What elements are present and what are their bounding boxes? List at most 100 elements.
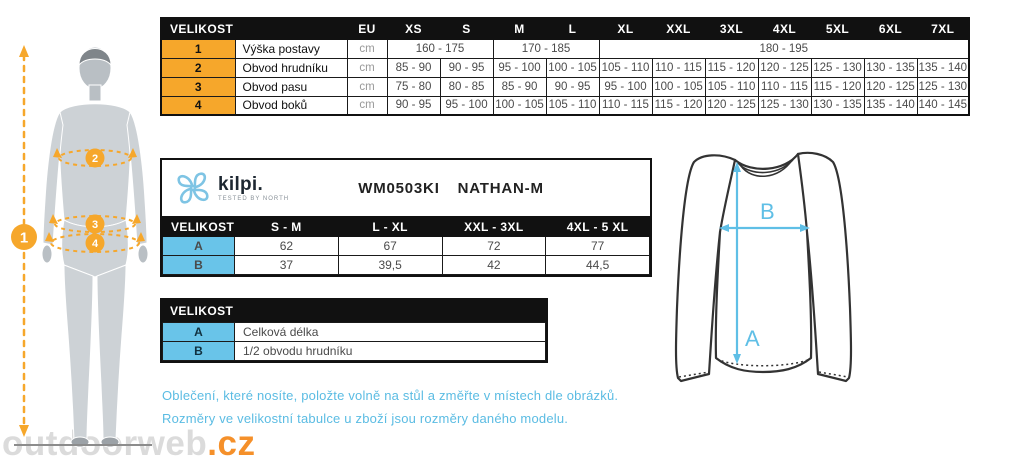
legend-desc-b: 1/2 obvodu hrudníku — [234, 341, 546, 361]
cell: 170 - 185 — [492, 38, 600, 59]
size-table-header-row: VELIKOST EU XS S M L XL XXL 3XL 4XL 5XL … — [160, 17, 970, 40]
cell: 125 - 130 — [810, 57, 865, 78]
cell: 105 - 110 — [545, 95, 600, 116]
col-3xl: 3XL — [704, 17, 759, 40]
col-xs: XS — [386, 17, 441, 40]
marker-4: 4 — [92, 238, 99, 250]
measurement-notes: Oblečení, které nosíte, položte volně na… — [162, 384, 618, 430]
cell: 120 - 125 — [757, 57, 812, 78]
brand-block: kilpi. Tested by North — [162, 168, 292, 208]
cell: 72 — [441, 236, 547, 256]
legend-row-a: A Celková délka — [162, 322, 546, 342]
table-row-waist: 3 Obvod pasu cm 75 - 80 80 - 85 85 - 90 … — [160, 76, 970, 97]
cell: 37 — [234, 255, 339, 275]
cell: 125 - 130 — [757, 95, 812, 116]
human-silhouette-icon — [41, 46, 149, 448]
cell: 110 - 115 — [651, 57, 706, 78]
cell: 130 - 135 — [863, 57, 918, 78]
col-6xl: 6XL — [863, 17, 918, 40]
cell: 100 - 105 — [545, 57, 600, 78]
legend-key-b: B — [162, 341, 235, 361]
col-xxl-3xl: XXL - 3XL — [441, 216, 547, 237]
product-size-table: kilpi. Tested by North WM0503KI NATHAN-M … — [160, 158, 652, 277]
legend-key-a: A — [162, 322, 235, 342]
row-label: Obvod pasu — [234, 76, 348, 97]
row-unit: cm — [346, 76, 388, 97]
legend-title: VELIKOST — [162, 300, 546, 322]
product-measure-table: VELIKOST S - M L - XL XXL - 3XL 4XL - 5 … — [162, 216, 650, 275]
row-num: 4 — [160, 95, 236, 116]
watermark-tld: .cz — [207, 424, 256, 463]
cell: 140 - 145 — [916, 95, 970, 116]
col-s-m: S - M — [234, 216, 339, 237]
row-num: 1 — [160, 38, 236, 59]
measure-markers: 1 2 3 4 — [11, 148, 105, 253]
row-key-a: A — [162, 236, 235, 256]
cell: 100 - 105 — [492, 95, 547, 116]
row-label: Výška postavy — [234, 38, 348, 59]
row-num: 3 — [160, 76, 236, 97]
size-table-title: VELIKOST — [160, 17, 348, 40]
col-xxl: XXL — [651, 17, 706, 40]
cell: 85 - 90 — [386, 57, 441, 78]
product-table-header-row: VELIKOST S - M L - XL XXL - 3XL 4XL - 5 … — [162, 216, 650, 237]
shirt-stitch-lines — [678, 358, 849, 378]
product-name: NATHAN-M — [457, 179, 544, 197]
cell: 180 - 195 — [598, 38, 970, 59]
table-row-a: A 62 67 72 77 — [162, 236, 650, 256]
product-table-title: VELIKOST — [162, 216, 235, 237]
cell: 115 - 120 — [810, 76, 865, 97]
col-m: M — [492, 17, 547, 40]
cell: 90 - 95 — [439, 57, 494, 78]
shirt-outline-icon — [674, 151, 853, 383]
cell: 42 — [441, 255, 547, 275]
shirt-measurement-diagram: A B — [674, 151, 853, 383]
product-title: WM0503KI NATHAN-M — [292, 180, 650, 197]
marker-1: 1 — [20, 230, 28, 247]
table-row-chest: 2 Obvod hrudníku cm 85 - 90 90 - 95 95 -… — [160, 57, 970, 78]
legend-rows: A Celková délka B 1/2 obvodu hrudníku — [162, 322, 546, 361]
product-header: kilpi. Tested by North WM0503KI NATHAN-M — [162, 160, 650, 216]
label-b: B — [760, 199, 775, 224]
shirt-measure-arrows — [719, 162, 810, 364]
cell: 77 — [545, 236, 650, 256]
col-5xl: 5XL — [810, 17, 865, 40]
row-num: 2 — [160, 57, 236, 78]
cell: 135 - 140 — [863, 95, 918, 116]
kilpi-logo-icon — [177, 172, 209, 204]
cell: 100 - 105 — [651, 76, 706, 97]
brand-text: kilpi. Tested by North — [218, 175, 289, 202]
cell: 120 - 125 — [863, 76, 918, 97]
cell: 120 - 125 — [704, 95, 759, 116]
row-key-b: B — [162, 255, 235, 275]
cell: 105 - 110 — [704, 76, 759, 97]
table-row-hips: 4 Obvod boků cm 90 - 95 95 - 100 100 - 1… — [160, 95, 970, 116]
cell: 85 - 90 — [492, 76, 547, 97]
col-xl: XL — [598, 17, 653, 40]
col-4xl-5xl: 4XL - 5 XL — [545, 216, 650, 237]
cell: 115 - 120 — [651, 95, 706, 116]
cell: 110 - 115 — [598, 95, 653, 116]
row-label: Obvod hrudníku — [234, 57, 348, 78]
cell: 44,5 — [545, 255, 650, 275]
cell: 135 - 140 — [916, 57, 970, 78]
cell: 95 - 100 — [439, 95, 494, 116]
cell: 125 - 130 — [916, 76, 970, 97]
size-chart-table: VELIKOST EU XS S M L XL XXL 3XL 4XL 5XL … — [160, 17, 970, 116]
shirt-measure-labels: A B — [745, 199, 775, 351]
cell: 110 - 115 — [757, 76, 812, 97]
row-unit: cm — [346, 38, 388, 59]
body-measurement-figure: 1 2 3 4 — [11, 45, 152, 448]
cell: 115 - 120 — [704, 57, 759, 78]
brand-name: kilpi. — [218, 173, 264, 195]
cell: 130 - 135 — [810, 95, 865, 116]
note-line-1: Oblečení, které nosíte, položte volně na… — [162, 388, 619, 403]
legend-desc-a: Celková délka — [234, 322, 546, 342]
product-code: WM0503KI — [358, 179, 440, 197]
col-l-xl: L - XL — [337, 216, 443, 237]
marker-2: 2 — [92, 153, 98, 165]
legend-table: VELIKOST A Celková délka B 1/2 obvodu hr… — [160, 298, 548, 363]
marker-3: 3 — [92, 219, 98, 231]
cell: 95 - 100 — [492, 57, 547, 78]
row-unit: cm — [346, 95, 388, 116]
